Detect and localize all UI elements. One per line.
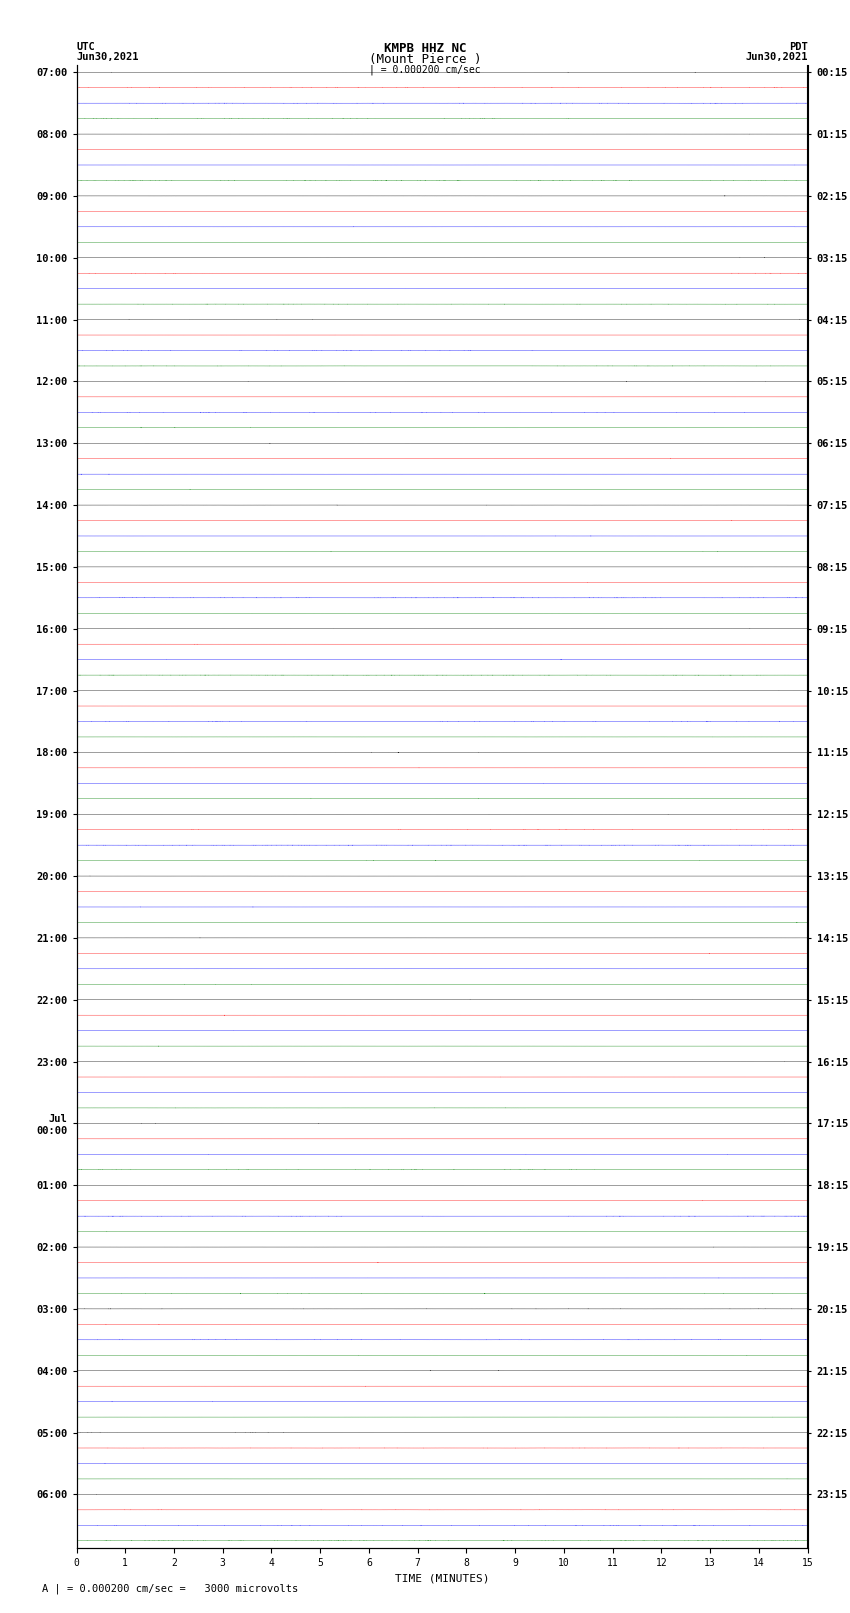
Text: A | = 0.000200 cm/sec =   3000 microvolts: A | = 0.000200 cm/sec = 3000 microvolts bbox=[42, 1582, 298, 1594]
Text: Jun30,2021: Jun30,2021 bbox=[745, 52, 808, 61]
X-axis label: TIME (MINUTES): TIME (MINUTES) bbox=[394, 1574, 490, 1584]
Text: | = 0.000200 cm/sec: | = 0.000200 cm/sec bbox=[369, 65, 481, 76]
Text: (Mount Pierce ): (Mount Pierce ) bbox=[369, 53, 481, 66]
Text: Jun30,2021: Jun30,2021 bbox=[76, 52, 139, 61]
Text: PDT: PDT bbox=[789, 42, 808, 52]
Text: KMPB HHZ NC: KMPB HHZ NC bbox=[383, 42, 467, 55]
Text: UTC: UTC bbox=[76, 42, 95, 52]
